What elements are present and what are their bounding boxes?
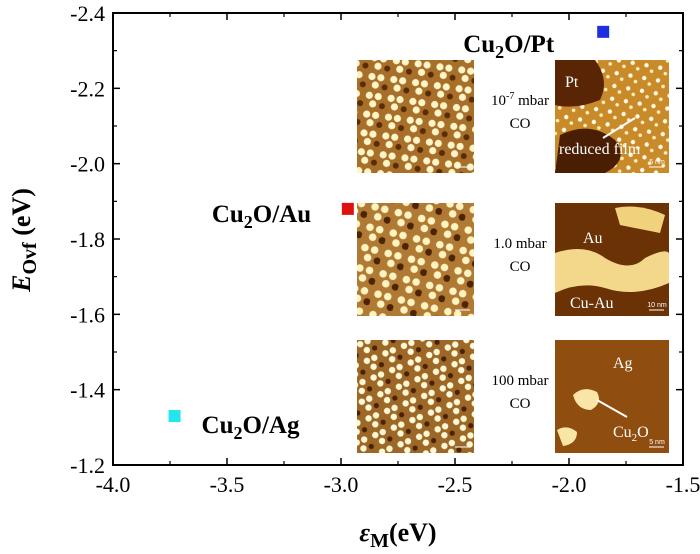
- stm-label: Cu2O: [613, 424, 649, 444]
- point-label: Cu2O/Pt: [463, 31, 555, 62]
- cu2o-island: [573, 389, 599, 410]
- stm-lattice-image: [357, 340, 474, 453]
- cu-au-region: [555, 249, 669, 293]
- x-tick-label: -2.5: [438, 472, 473, 497]
- x-tick-label: -1.5: [666, 472, 700, 497]
- stm-lattice-image: [357, 60, 474, 173]
- x-axis-title: εM(eV): [359, 518, 436, 552]
- data-point: [341, 202, 354, 215]
- stm-inset-row: 1.0 mbar CO Au Cu-Au 10 nm: [357, 203, 669, 316]
- stm-lattice-image: [357, 203, 474, 316]
- x-tick-label: -3.5: [210, 472, 245, 497]
- x-tick-label: -3.0: [324, 472, 359, 497]
- x-tick-label: -4.0: [96, 472, 131, 497]
- condition-pressure: 100 mbar: [491, 373, 548, 389]
- y-tick-label: -1.6: [70, 302, 105, 327]
- annotation-arrow: [596, 399, 628, 418]
- condition-pressure: 10-7 mbar: [491, 91, 549, 109]
- y-tick-label: -1.4: [70, 378, 105, 403]
- condition-pressure: 1.0 mbar: [493, 236, 546, 252]
- stm-label: Ag: [613, 355, 633, 372]
- cu2o-island: [557, 427, 577, 446]
- stm-label: Au: [583, 230, 603, 247]
- condition-gas: CO: [510, 396, 531, 412]
- scale-label: 5 nm: [649, 439, 665, 446]
- x-tick-label: -2.0: [552, 472, 587, 497]
- data-point: [597, 25, 610, 38]
- y-tick-label: -2.2: [70, 76, 105, 101]
- stm-label: Pt: [565, 74, 579, 91]
- scale-label: 10 nm: [647, 302, 667, 309]
- stm-inset-row: 10-7 mbar CO Pt reduced film 5 nm: [357, 60, 669, 173]
- scale-label: 5 nm: [649, 159, 665, 166]
- y-tick-label: -1.8: [70, 227, 105, 252]
- y-tick-label: -2.4: [70, 1, 105, 26]
- data-point: [168, 410, 181, 423]
- reduced-film-region: [555, 128, 621, 173]
- y-tick-label: -2.0: [70, 152, 105, 177]
- cu-au-region: [615, 206, 665, 233]
- condition-gas: CO: [510, 116, 531, 132]
- annotation-arrow: [602, 117, 636, 139]
- stm-label: Cu-Au: [570, 295, 614, 312]
- y-tick-label: -1.2: [70, 453, 105, 478]
- point-label: Cu2O/Au: [212, 201, 311, 232]
- stm-label: reduced film: [559, 141, 641, 158]
- point-label: Cu2O/Ag: [202, 412, 300, 443]
- y-axis-title: EOvf (eV): [7, 188, 41, 293]
- condition-gas: CO: [510, 259, 531, 275]
- pt-region: [555, 60, 604, 107]
